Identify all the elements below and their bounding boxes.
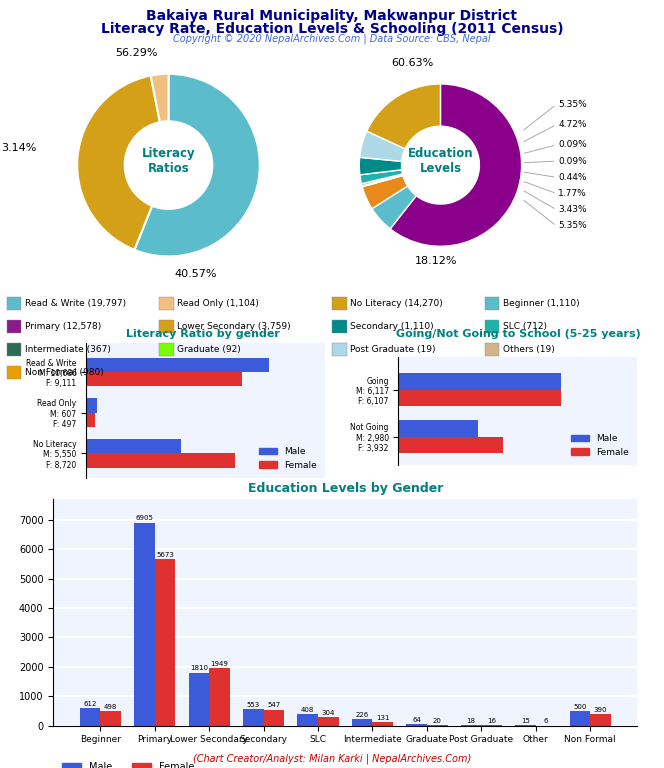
Text: Copyright © 2020 NepalArchives.Com | Data Source: CBS, Nepal: Copyright © 2020 NepalArchives.Com | Dat… xyxy=(173,34,491,45)
Text: Lower Secondary (3,759): Lower Secondary (3,759) xyxy=(177,322,291,331)
Text: 0.09%: 0.09% xyxy=(558,157,587,166)
Text: Graduate (92): Graduate (92) xyxy=(177,345,241,354)
Bar xyxy=(318,717,339,726)
Bar xyxy=(134,522,155,726)
Text: 390: 390 xyxy=(594,707,608,713)
Wedge shape xyxy=(362,175,403,187)
Text: 226: 226 xyxy=(355,712,369,718)
Text: Secondary (1,110): Secondary (1,110) xyxy=(350,322,434,331)
Text: Primary (12,578): Primary (12,578) xyxy=(25,322,101,331)
Text: Education
Levels: Education Levels xyxy=(408,147,473,175)
Text: 40.57%: 40.57% xyxy=(175,269,217,279)
Bar xyxy=(189,673,209,726)
Title: Education Levels by Gender: Education Levels by Gender xyxy=(248,482,443,495)
Text: 5.35%: 5.35% xyxy=(558,221,587,230)
Text: Intermediate (367): Intermediate (367) xyxy=(25,345,110,354)
Bar xyxy=(398,390,560,406)
Text: 4.72%: 4.72% xyxy=(558,120,586,129)
Bar xyxy=(86,358,269,372)
Bar xyxy=(590,714,611,726)
Bar xyxy=(86,453,235,468)
Wedge shape xyxy=(362,175,403,187)
Wedge shape xyxy=(361,174,403,186)
Text: 1810: 1810 xyxy=(190,665,208,671)
Legend: Male, Female: Male, Female xyxy=(58,758,199,768)
Text: (Chart Creator/Analyst: Milan Karki | NepalArchives.Com): (Chart Creator/Analyst: Milan Karki | Ne… xyxy=(193,754,471,764)
Text: Literacy Ratio by gender: Literacy Ratio by gender xyxy=(125,329,280,339)
Bar xyxy=(406,724,427,726)
Bar xyxy=(297,713,318,726)
Wedge shape xyxy=(134,74,260,257)
Text: 553: 553 xyxy=(246,702,260,708)
Text: 60.63%: 60.63% xyxy=(391,58,433,68)
Wedge shape xyxy=(390,84,522,247)
Wedge shape xyxy=(367,84,440,149)
Text: 131: 131 xyxy=(376,715,390,720)
Text: Others (19): Others (19) xyxy=(503,345,554,354)
Bar xyxy=(398,436,503,453)
Text: 64: 64 xyxy=(412,717,421,723)
Text: 304: 304 xyxy=(322,710,335,716)
Text: 0.09%: 0.09% xyxy=(558,141,587,149)
Bar xyxy=(100,711,121,726)
Text: Going/Not Going to School (5-25 years): Going/Not Going to School (5-25 years) xyxy=(396,329,640,339)
Wedge shape xyxy=(151,74,169,122)
Text: 612: 612 xyxy=(84,700,97,707)
Text: 1949: 1949 xyxy=(210,661,228,667)
Bar xyxy=(352,719,373,726)
Text: 3.43%: 3.43% xyxy=(558,205,587,214)
Bar xyxy=(86,372,242,386)
Legend: Male, Female: Male, Female xyxy=(568,430,633,460)
Bar xyxy=(209,668,230,726)
Wedge shape xyxy=(77,75,160,250)
Bar xyxy=(398,373,561,390)
Text: 18: 18 xyxy=(467,718,475,724)
Text: 408: 408 xyxy=(301,707,315,713)
Bar xyxy=(86,412,95,427)
Bar xyxy=(86,439,181,453)
Text: 5673: 5673 xyxy=(156,551,174,558)
Text: 3.14%: 3.14% xyxy=(1,144,36,154)
Text: 6905: 6905 xyxy=(135,515,153,521)
Text: 18.12%: 18.12% xyxy=(415,257,457,266)
Text: Read & Write (19,797): Read & Write (19,797) xyxy=(25,299,125,308)
Text: Post Graduate (19): Post Graduate (19) xyxy=(350,345,436,354)
Wedge shape xyxy=(372,186,416,229)
Text: 15: 15 xyxy=(521,718,530,724)
Wedge shape xyxy=(360,131,405,161)
Text: Literacy Rate, Education Levels & Schooling (2011 Census): Literacy Rate, Education Levels & School… xyxy=(101,22,563,35)
Text: Non Formal (980): Non Formal (980) xyxy=(25,368,104,377)
Text: 547: 547 xyxy=(268,703,281,709)
Text: 20: 20 xyxy=(433,718,442,724)
Text: No Literacy (14,270): No Literacy (14,270) xyxy=(350,299,443,308)
Bar xyxy=(155,559,175,726)
Wedge shape xyxy=(360,170,402,184)
Wedge shape xyxy=(363,176,408,209)
Wedge shape xyxy=(359,157,402,175)
Bar xyxy=(80,708,100,726)
Text: 6: 6 xyxy=(544,718,548,724)
Bar xyxy=(398,420,477,436)
Text: 1.77%: 1.77% xyxy=(558,189,587,198)
Text: 16: 16 xyxy=(487,718,496,724)
Text: 498: 498 xyxy=(104,704,118,710)
Text: 500: 500 xyxy=(573,703,586,710)
Text: Literacy
Ratios: Literacy Ratios xyxy=(141,147,195,174)
Bar xyxy=(570,711,590,726)
Text: 5.35%: 5.35% xyxy=(558,100,587,109)
Text: SLC (712): SLC (712) xyxy=(503,322,546,331)
Bar xyxy=(86,399,97,412)
Text: Bakaiya Rural Municipality, Makwanpur District: Bakaiya Rural Municipality, Makwanpur Di… xyxy=(147,9,517,23)
Text: Read Only (1,104): Read Only (1,104) xyxy=(177,299,259,308)
Bar xyxy=(373,722,393,726)
Text: Beginner (1,110): Beginner (1,110) xyxy=(503,299,579,308)
Text: 56.29%: 56.29% xyxy=(116,48,158,58)
Bar xyxy=(243,710,264,726)
Legend: Male, Female: Male, Female xyxy=(256,443,321,473)
Text: 0.44%: 0.44% xyxy=(558,173,586,182)
Bar xyxy=(264,710,284,726)
